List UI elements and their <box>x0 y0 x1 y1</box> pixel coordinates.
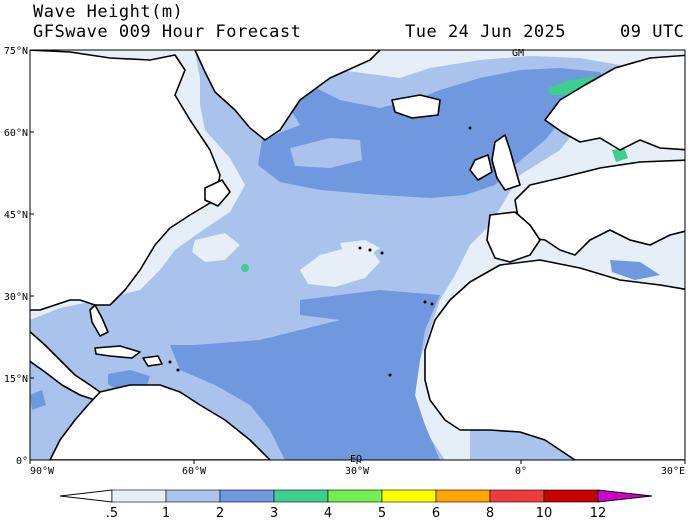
colorbar-min-arrow <box>59 489 113 503</box>
forecast-time: 09 UTC <box>620 22 685 42</box>
land-great-britain <box>491 134 521 191</box>
gm-marker: GM <box>512 48 524 59</box>
colorbar-swatch <box>165 489 221 503</box>
colorbar-swatch <box>435 489 491 503</box>
colorbar-label: 2 <box>216 506 224 521</box>
land-hispaniola <box>142 355 163 367</box>
island-cape-verde <box>388 373 392 377</box>
latitude-axis: 75°N 60°N 45°N 30°N 15°N 0° <box>4 46 34 467</box>
forecast-date: Tue 24 Jun 2025 <box>405 22 567 42</box>
colorbar-label: 3 <box>270 506 278 521</box>
chart-title: Wave Height(m) <box>33 2 184 22</box>
calm-patch-bermuda <box>192 233 240 262</box>
colorbar-label: 8 <box>486 506 494 521</box>
colorbar-swatch <box>543 489 599 503</box>
wave-band-3-4m-bermuda <box>241 264 249 272</box>
colorbar-swatch <box>273 489 329 503</box>
island-azores-3 <box>380 251 384 255</box>
lat-tick-label: 60°N <box>4 128 28 139</box>
calm-patch-central <box>300 247 380 287</box>
colorbar-label: 5 <box>378 506 386 521</box>
land-masses <box>30 50 685 460</box>
island-antilles-2 <box>176 368 180 372</box>
island-canary-1 <box>423 300 427 304</box>
lat-tick-label: 15°N <box>4 374 28 385</box>
lat-tick-label: 75°N <box>4 46 28 57</box>
island-azores-2 <box>368 248 372 252</box>
longitude-axis: 90°W 60°W 30°W 0° 30°E <box>29 460 686 477</box>
lon-tick-label: 0° <box>515 466 527 477</box>
land-scandinavia <box>544 54 685 151</box>
colorbar-swatch <box>219 489 275 503</box>
island-antilles-1 <box>168 360 172 364</box>
wave-band-2-3m-mediterranean <box>610 260 660 280</box>
colorbar: .5 1 2 3 4 5 6 8 10 12 <box>59 489 653 521</box>
colorbar-swatch <box>111 489 167 503</box>
colorbar-swatch <box>489 489 545 503</box>
land-europe <box>514 159 685 256</box>
lat-tick-label: 45°N <box>4 210 28 221</box>
wave-band-2-3m-gulf <box>30 390 46 410</box>
wave-band-2-3m-south <box>170 290 440 460</box>
lon-tick-label: 90°W <box>30 466 55 477</box>
colorbar-label: 10 <box>536 506 553 521</box>
colorbar-label: 4 <box>324 506 332 521</box>
wave-band-3-4m-baltic <box>612 148 628 162</box>
island-canary-2 <box>430 302 434 306</box>
colorbar-max-arrow <box>597 489 653 503</box>
lon-tick-label: 30°W <box>345 466 370 477</box>
colorbar-swatch <box>327 489 383 503</box>
calm-patch-north <box>290 138 362 168</box>
eq-marker: EQ <box>350 454 362 465</box>
land-iberia <box>486 211 541 263</box>
small-islands <box>168 126 472 377</box>
island-faroe <box>468 126 472 130</box>
forecast-label: GFSwave 009 Hour Forecast <box>33 22 302 42</box>
land-cuba <box>94 345 141 359</box>
map-area <box>30 50 685 460</box>
land-south-america <box>49 384 271 460</box>
land-ireland <box>469 154 493 181</box>
colorbar-label: 12 <box>590 506 607 521</box>
land-africa <box>424 259 685 460</box>
lon-tick-label: 60°W <box>182 466 207 477</box>
land-newfoundland <box>204 179 231 207</box>
colorbar-label: 1 <box>162 506 170 521</box>
land-greenland <box>194 50 381 141</box>
land-iceland <box>391 94 441 119</box>
colorbar-swatch <box>381 489 437 503</box>
land-north-america <box>30 50 221 311</box>
lat-tick-label: 30°N <box>4 292 28 303</box>
lat-tick-label: 0° <box>16 456 28 467</box>
lon-tick-label: 30°E <box>661 466 685 477</box>
colorbar-label: .5 <box>106 506 118 521</box>
island-azores-1 <box>358 246 362 250</box>
colorbar-label: 6 <box>432 506 440 521</box>
land-florida <box>89 304 109 337</box>
